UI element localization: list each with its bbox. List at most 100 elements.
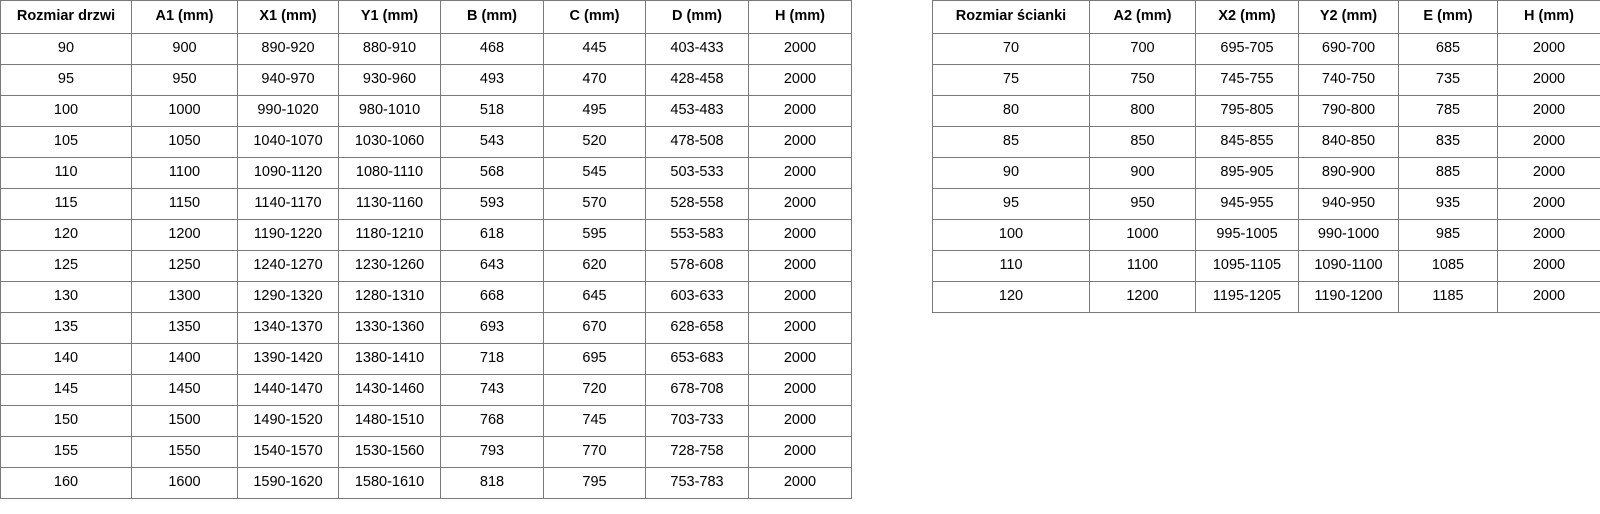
cell-y2: 790-800 [1298,95,1399,127]
cell-d: 553-583 [645,219,749,251]
cell-y1: 1030-1060 [338,126,441,158]
cell-a1: 1500 [131,405,238,437]
table-row: 95 950 945-955 940-950 935 2000 [932,188,1600,220]
table-row: 115 1150 1140-1170 1130-1160 593 570 528-558 20… [0,188,852,220]
cell-y1: 1180-1210 [338,219,441,251]
table-row: 90 900 890-920 880-910 468 445 403-433 2000 [0,33,852,65]
cell-x1: 890-920 [237,33,339,65]
table-row: 80 800 795-805 790-800 785 2000 [932,95,1600,127]
cell-y2: 840-850 [1298,126,1399,158]
table-row: 100 1000 990-1020 980-1010 518 495 453-483 2000 [0,95,852,127]
cell-d: 428-458 [645,64,749,96]
wall-size-table: Rozmiar ścianki A2 (mm) X2 (mm) Y2 (mm) … [932,0,1600,313]
cell-x2: 795-805 [1195,95,1299,127]
cell-x2: 1095-1105 [1195,250,1299,282]
cell-a2: 950 [1089,188,1196,220]
cell-c: 795 [543,467,646,499]
cell-a1: 1600 [131,467,238,499]
cell-h: 2000 [748,219,852,251]
cell-c: 470 [543,64,646,96]
cell-rozmiar-drzwi: 135 [0,312,132,344]
cell-a1: 1350 [131,312,238,344]
cell-y1: 1280-1310 [338,281,441,313]
cell-y1: 880-910 [338,33,441,65]
cell-b: 568 [440,157,544,189]
cell-h: 2000 [748,374,852,406]
cell-c: 520 [543,126,646,158]
cell-rozmiar-scianki: 70 [932,33,1090,65]
cell-c: 745 [543,405,646,437]
cell-x2: 995-1005 [1195,219,1299,251]
cell-x1: 1290-1320 [237,281,339,313]
cell-d: 503-533 [645,157,749,189]
cell-rozmiar-drzwi: 95 [0,64,132,96]
cell-h: 2000 [1497,219,1600,251]
cell-h: 2000 [1497,64,1600,96]
cell-x1: 1490-1520 [237,405,339,437]
wall-size-table-header: Rozmiar ścianki A2 (mm) X2 (mm) Y2 (mm) … [932,0,1600,34]
cell-h: 2000 [748,467,852,499]
cell-a1: 1000 [131,95,238,127]
cell-x1: 1190-1220 [237,219,339,251]
cell-a2: 750 [1089,64,1196,96]
cell-h: 2000 [748,126,852,158]
table-row: 145 1450 1440-1470 1430-1460 743 720 678-708 20… [0,374,852,406]
column-header-h: H (mm) [1497,0,1600,34]
cell-b: 468 [440,33,544,65]
cell-y1: 1080-1110 [338,157,441,189]
cell-y2: 890-900 [1298,157,1399,189]
table-row: 120 1200 1195-1205 1190-1200 1185 2000 [932,281,1600,313]
column-header-x1: X1 (mm) [237,0,339,34]
cell-a2: 900 [1089,157,1196,189]
cell-d: 753-783 [645,467,749,499]
column-header-rozmiar-scianki: Rozmiar ścianki [932,0,1090,34]
table-row: 140 1400 1390-1420 1380-1410 718 695 653-683 20… [0,343,852,375]
cell-y2: 1190-1200 [1298,281,1399,313]
cell-a1: 1450 [131,374,238,406]
wall-size-table-container: Rozmiar ścianki A2 (mm) X2 (mm) Y2 (mm) … [932,0,1600,313]
cell-y1: 1480-1510 [338,405,441,437]
cell-e: 835 [1398,126,1498,158]
table-row: 125 1250 1240-1270 1230-1260 643 620 578-608 20… [0,250,852,282]
cell-e: 685 [1398,33,1498,65]
cell-rozmiar-drzwi: 130 [0,281,132,313]
cell-e: 1085 [1398,250,1498,282]
cell-h: 2000 [1497,33,1600,65]
cell-b: 668 [440,281,544,313]
cell-h: 2000 [748,64,852,96]
cell-y2: 690-700 [1298,33,1399,65]
cell-d: 728-758 [645,436,749,468]
cell-y1: 980-1010 [338,95,441,127]
cell-h: 2000 [748,312,852,344]
cell-y1: 1530-1560 [338,436,441,468]
column-header-rozmiar-drzwi: Rozmiar drzwi [0,0,132,34]
cell-x1: 1340-1370 [237,312,339,344]
cell-b: 593 [440,188,544,220]
cell-h: 2000 [1497,157,1600,189]
cell-x2: 845-855 [1195,126,1299,158]
table-row: 155 1550 1540-1570 1530-1560 793 770 728-758 20… [0,436,852,468]
cell-a1: 1150 [131,188,238,220]
table-row: 100 1000 995-1005 990-1000 985 2000 [932,219,1600,251]
cell-e: 935 [1398,188,1498,220]
table-row: 70 700 695-705 690-700 685 2000 [932,33,1600,65]
cell-rozmiar-drzwi: 140 [0,343,132,375]
column-header-e: E (mm) [1398,0,1498,34]
table-row: 95 950 940-970 930-960 493 470 428-458 2000 [0,64,852,96]
door-size-table-header: Rozmiar drzwi A1 (mm) X1 (mm) Y1 (mm) B … [0,0,852,34]
cell-b: 718 [440,343,544,375]
cell-x2: 1195-1205 [1195,281,1299,313]
cell-a1: 900 [131,33,238,65]
door-size-table-container: Rozmiar drzwi A1 (mm) X1 (mm) Y1 (mm) B … [0,0,852,499]
cell-x2: 745-755 [1195,64,1299,96]
table-row: 105 1050 1040-1070 1030-1060 543 520 478-508 20… [0,126,852,158]
cell-c: 720 [543,374,646,406]
cell-y2: 1090-1100 [1298,250,1399,282]
cell-h: 2000 [1497,95,1600,127]
cell-e: 1185 [1398,281,1498,313]
cell-a2: 700 [1089,33,1196,65]
cell-b: 793 [440,436,544,468]
cell-rozmiar-scianki: 75 [932,64,1090,96]
cell-x1: 1240-1270 [237,250,339,282]
table-row: 150 1500 1490-1520 1480-1510 768 745 703-733 20… [0,405,852,437]
